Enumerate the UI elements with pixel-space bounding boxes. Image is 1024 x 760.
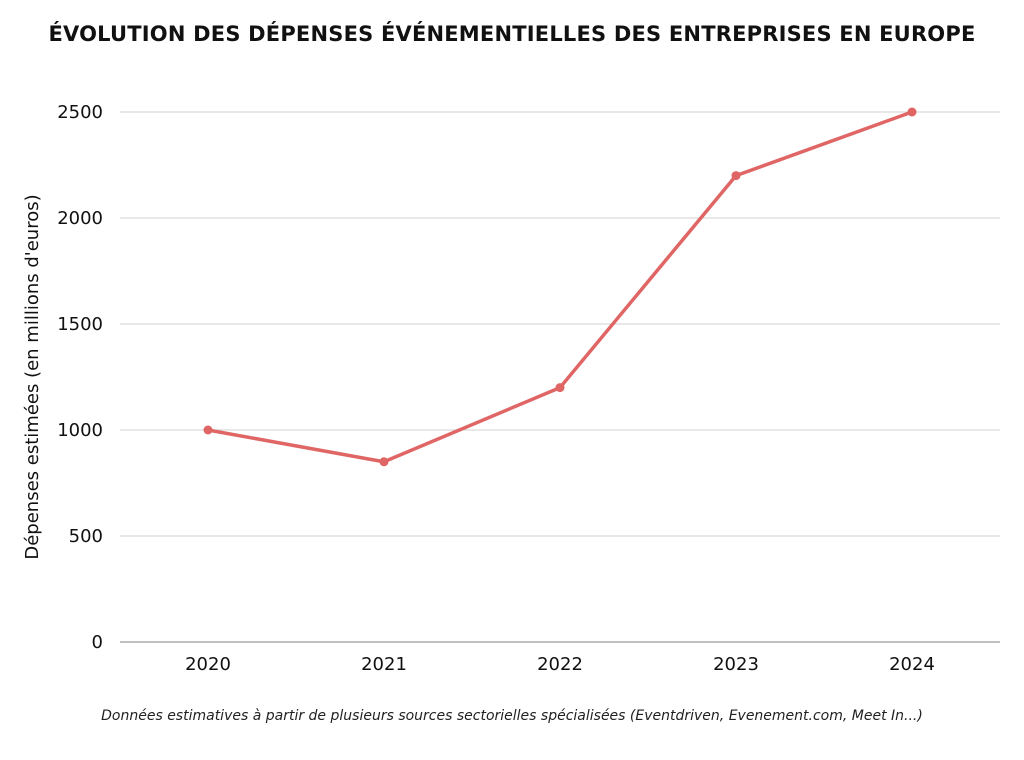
data-point [731,171,741,181]
data-point [907,107,917,117]
y-tick-label: 2500 [57,102,103,123]
data-point [555,383,565,393]
y-tick-label: 1000 [57,420,103,441]
x-tick-label: 2020 [185,654,231,675]
x-tick-label: 2024 [889,654,935,675]
y-axis-title: Dépenses estimées (en millions d'euros) [22,194,43,559]
x-tick-label: 2021 [361,654,407,675]
series [203,107,917,467]
x-tick-label: 2022 [537,654,583,675]
y-tick-label: 500 [69,526,103,547]
series-line [206,110,914,464]
data-point [203,425,213,435]
y-tick-label: 2000 [57,208,103,229]
y-tick-label: 0 [92,632,103,653]
x-tick-label: 2023 [713,654,759,675]
y-tick-label: 1500 [57,314,103,335]
y-axis-ticks: 0 500 1000 1500 2000 2500 [57,102,103,653]
gridlines [120,111,1000,537]
chart-title: ÉVOLUTION DES DÉPENSES ÉVÉNEMENTIELLES D… [48,22,976,46]
source-note: Données estimatives à partir de plusieur… [101,708,923,724]
x-axis-ticks: 2020 2021 2022 2023 2024 [185,654,935,675]
data-point [379,457,389,467]
